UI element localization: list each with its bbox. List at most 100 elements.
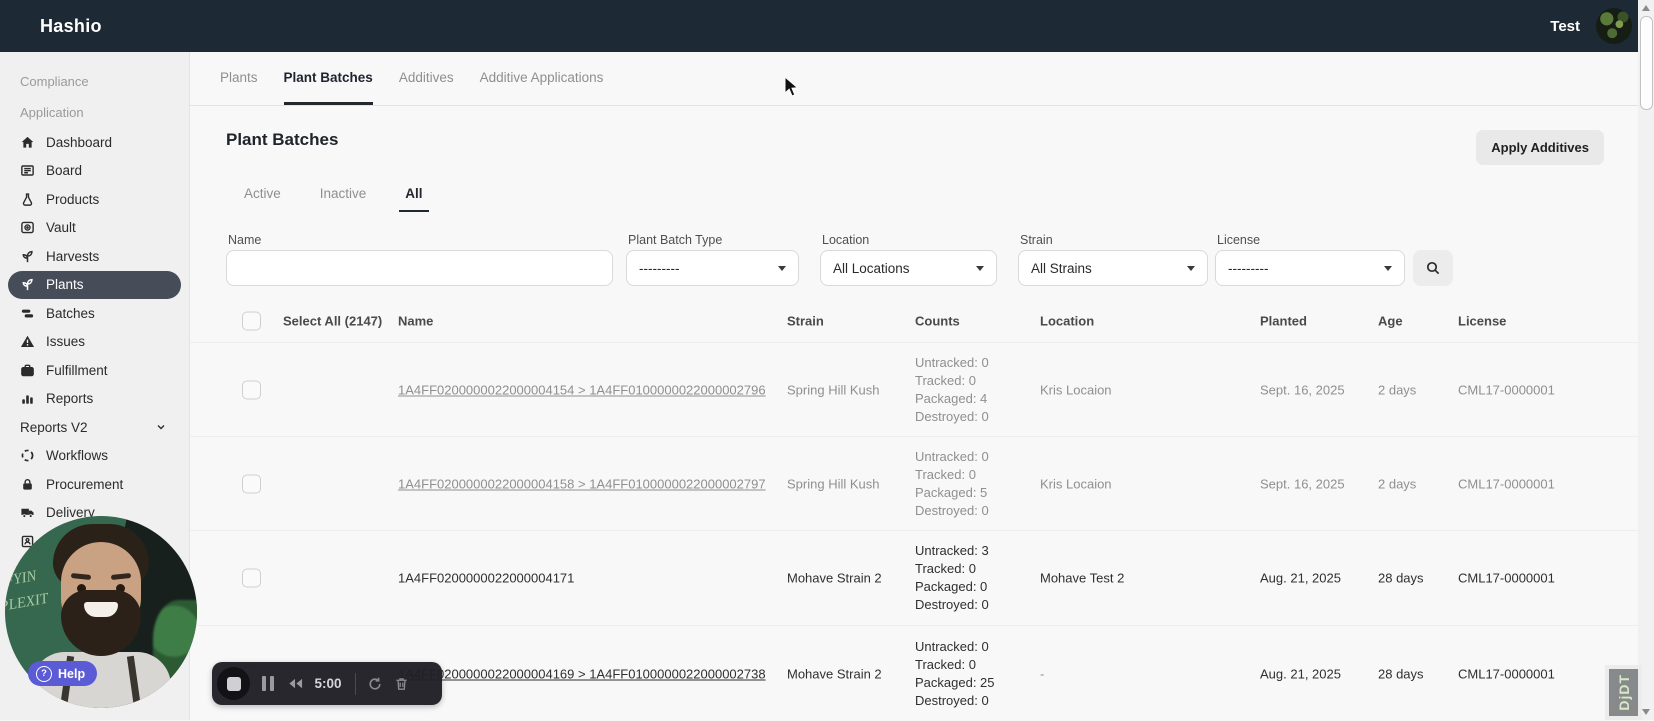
table-row: 1A4FF0200000022000004171 Mohave Strain 2… — [190, 530, 1638, 625]
mouse-cursor — [784, 76, 799, 97]
counts-cell: Untracked: 3 Tracked: 0 Packaged: 0 Destro… — [915, 543, 989, 612]
row-checkbox[interactable] — [242, 474, 261, 494]
apply-additives-button[interactable]: Apply Additives — [1476, 130, 1604, 165]
page-title: Plant Batches — [226, 130, 339, 149]
lock-icon — [23, 478, 32, 490]
stop-button[interactable] — [217, 667, 250, 700]
batches-icon — [21, 309, 34, 318]
tab-plants[interactable]: Plants — [220, 69, 258, 85]
type-filter-label: Plant Batch Type — [628, 233, 723, 247]
plant-batch-link[interactable]: 1A4FF0200000022000004169 > 1A4FF01000000… — [398, 666, 766, 681]
scrollbar-thumb[interactable] — [1640, 16, 1653, 110]
strain-filter-select[interactable]: All Strains — [1018, 250, 1208, 286]
sidebar-item-plants[interactable]: Plants — [8, 270, 181, 299]
counts-cell: Untracked: 0 Tracked: 0 Packaged: 25 Destr… — [915, 638, 995, 708]
license-filter-label: License — [1217, 233, 1261, 247]
pause-button[interactable] — [262, 676, 274, 691]
tab-additives[interactable]: Additives — [398, 69, 454, 85]
col-header-age[interactable]: Age — [1378, 313, 1403, 329]
col-header-strain[interactable]: Strain — [787, 313, 824, 329]
sidebar-item-reports-v2[interactable]: Reports V2 — [0, 413, 181, 442]
subtab-active[interactable]: Active — [244, 185, 281, 201]
board-icon — [21, 165, 34, 176]
counts-cell: Untracked: 0 Tracked: 0 Packaged: 4 Destro… — [915, 355, 989, 424]
table-row: 1A4FF0200000022000004158 > 1A4FF01000000… — [190, 436, 1638, 531]
col-header-name[interactable]: Name — [398, 313, 434, 329]
sidebar-item-reports[interactable]: Reports — [0, 385, 181, 414]
plant-batch-link[interactable]: 1A4FF0200000022000004158 > 1A4FF01000000… — [398, 476, 766, 492]
sidebar-item-fulfillment[interactable]: Fulfillment — [0, 356, 181, 385]
user-avatar[interactable] — [1596, 8, 1632, 44]
sidebar-item-workflows[interactable]: Workflows — [0, 442, 181, 471]
rewind-icon — [288, 678, 302, 689]
flask-icon — [22, 193, 33, 206]
home-icon — [21, 136, 34, 148]
user-menu[interactable]: Test — [1550, 17, 1580, 35]
sidebar-section-application[interactable]: Application — [20, 105, 84, 120]
type-filter-select[interactable]: --------- — [626, 250, 799, 286]
sidebar-item-procurement[interactable]: Procurement — [0, 470, 181, 499]
select-all-checkbox[interactable] — [242, 311, 261, 331]
plant-batch-link[interactable]: 1A4FF0200000022000004171 — [398, 570, 575, 586]
sidebar-item-products[interactable]: Products — [0, 185, 181, 214]
sidebar-item-harvests[interactable]: Harvests — [0, 242, 181, 271]
video-time: 5:00 — [314, 676, 342, 691]
sidebar-item-board[interactable]: Board — [0, 157, 181, 186]
module-tabs: Plants Plant Batches Additives Additive … — [190, 52, 1638, 106]
trash-icon — [395, 677, 407, 690]
help-button[interactable]: ? Help — [28, 661, 98, 686]
location-filter-select[interactable]: All Locations — [820, 250, 997, 286]
sidebar-item-batches[interactable]: Batches — [0, 299, 181, 328]
restart-icon — [368, 677, 381, 690]
counts-cell: Untracked: 0 Tracked: 0 Packaged: 5 Destro… — [915, 449, 989, 518]
tab-additive-applications[interactable]: Additive Applications — [479, 69, 604, 85]
webcam-video-overlay[interactable]: LIFYIN MPLEXIT — [5, 516, 197, 708]
workflow-icon — [21, 449, 34, 462]
name-filter-input[interactable] — [226, 250, 613, 286]
app-logo[interactable]: Hashio — [40, 15, 102, 36]
chevron-down-icon — [157, 425, 165, 430]
sidebar-item-dashboard[interactable]: Dashboard — [0, 128, 181, 157]
plant-batch-link[interactable]: 1A4FF0200000022000004154 > 1A4FF01000000… — [398, 382, 766, 398]
stop-icon — [226, 676, 241, 691]
scroll-up-arrow-icon[interactable] — [1642, 5, 1650, 11]
caret-down-icon — [1187, 265, 1195, 271]
sidebar-section-compliance[interactable]: Compliance — [20, 74, 89, 89]
subtab-all[interactable]: All — [399, 176, 429, 212]
col-header-planted[interactable]: Planted — [1260, 313, 1307, 329]
person-beard — [61, 590, 141, 656]
select-all-label: Select All (2147) — [283, 313, 383, 329]
col-header-license[interactable]: License — [1458, 313, 1507, 329]
vertical-scrollbar[interactable] — [1638, 0, 1654, 720]
harvest-plant-icon — [22, 250, 33, 262]
strain-filter-label: Strain — [1020, 233, 1053, 247]
search-icon — [1426, 261, 1440, 275]
row-checkbox[interactable] — [242, 568, 261, 588]
search-button[interactable] — [1413, 250, 1453, 286]
subtab-inactive[interactable]: Inactive — [319, 185, 367, 201]
tab-plant-batches[interactable]: Plant Batches — [283, 52, 373, 105]
briefcase-icon — [21, 364, 34, 377]
bar-chart-icon — [22, 395, 33, 404]
debug-toolbar-badge[interactable]: DjDT — [1605, 665, 1642, 720]
sidebar-item-vault[interactable]: Vault — [0, 214, 181, 243]
table-row: 1A4FF0200000022000004169 > 1A4FF01000000… — [190, 625, 1638, 721]
id-card-icon — [21, 535, 34, 548]
video-control-bar: 5:00 — [212, 662, 442, 705]
sidebar-item-delivery[interactable]: Delivery — [0, 499, 181, 528]
col-header-counts[interactable]: Counts — [915, 313, 960, 329]
scroll-down-arrow-icon[interactable] — [1642, 709, 1650, 715]
delete-button[interactable] — [394, 676, 409, 692]
restart-button[interactable] — [367, 676, 383, 692]
plant-icon — [22, 279, 33, 291]
col-header-location[interactable]: Location — [1040, 313, 1095, 329]
main-content: Plants Plant Batches Additives Additive … — [190, 52, 1638, 720]
person-smile — [84, 602, 118, 617]
license-filter-select[interactable]: --------- — [1215, 250, 1405, 286]
location-filter-label: Location — [822, 233, 870, 247]
sidebar-item-issues[interactable]: Issues — [0, 328, 181, 357]
row-checkbox[interactable] — [242, 380, 261, 400]
warning-icon — [20, 335, 35, 348]
rewind-button[interactable] — [287, 676, 304, 691]
status-subtabs: Active Inactive All — [238, 176, 429, 212]
